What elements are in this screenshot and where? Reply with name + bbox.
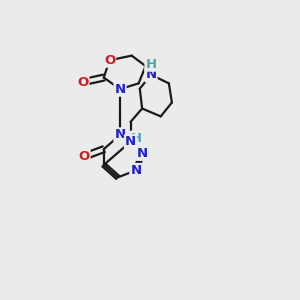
Text: H: H — [146, 58, 157, 71]
Text: O: O — [77, 76, 88, 89]
Text: O: O — [104, 54, 115, 67]
Text: N: N — [115, 82, 126, 96]
Text: N: N — [130, 164, 141, 177]
Text: N: N — [136, 147, 148, 160]
Text: N: N — [115, 128, 126, 141]
Text: N: N — [146, 68, 157, 81]
Text: N: N — [125, 135, 136, 148]
Text: O: O — [78, 150, 90, 163]
Text: H: H — [131, 132, 142, 145]
